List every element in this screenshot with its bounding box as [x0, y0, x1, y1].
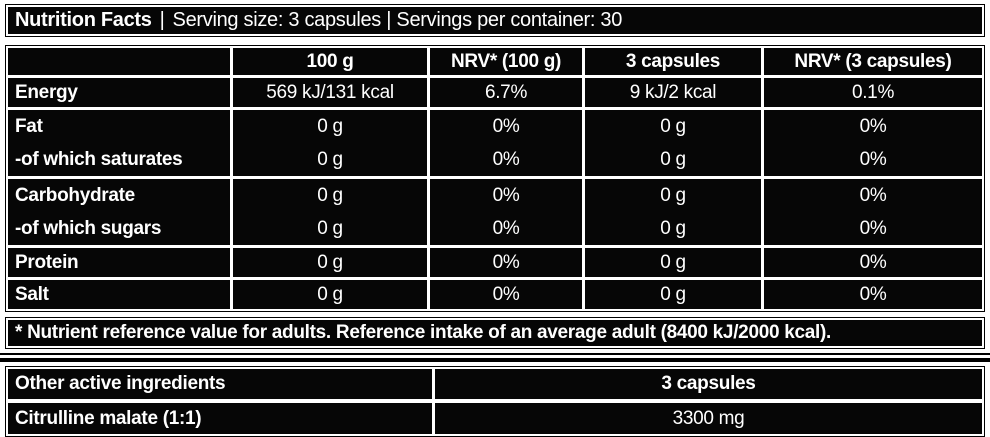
nutrition-value: 0 g — [660, 184, 686, 206]
nutrition-value: 0% — [492, 115, 520, 137]
nutrition-value: 0% — [859, 217, 887, 239]
nutrition-value-cell: 0% 0% — [430, 179, 582, 245]
nutrition-row-label-cell: Fat -of which saturates — [8, 110, 230, 176]
nutrition-value-cell: 0% — [430, 248, 582, 277]
separator-rule-thick — [0, 358, 990, 362]
nutrition-value-cell: 0% — [764, 280, 982, 309]
footnote-section: * Nutrient reference value for adults. R… — [5, 317, 985, 349]
nutrition-value: 6.7% — [484, 81, 528, 103]
nutrition-value-cell: 0 g 0 g — [233, 110, 427, 176]
nutrition-row-label: Energy — [15, 81, 78, 103]
nutrition-value-cell: 0 g — [585, 248, 761, 277]
nutrition-value: 0% — [492, 251, 520, 273]
ingredient-name: Citrulline malate (1:1) — [8, 403, 432, 434]
nutrition-row-label-cell: Energy — [8, 78, 230, 107]
nutrition-value-cell: 0 g — [585, 280, 761, 309]
nutrition-row-label-cell: Protein — [8, 248, 230, 277]
nutrition-row-label: Salt — [15, 283, 49, 305]
nutrition-value-cell: 0% — [764, 248, 982, 277]
header-bar-section: Nutrition Facts | Serving size: 3 capsul… — [5, 4, 985, 37]
nutrition-row-label: Fat — [15, 115, 43, 137]
footnote-text: * Nutrient reference value for adults. R… — [8, 320, 982, 346]
nutrition-value: 0 g — [317, 184, 343, 206]
other-ingredients-grid: Other active ingredients 3 capsules Citr… — [8, 369, 982, 434]
separator-rule-thin — [0, 353, 990, 355]
nutrition-value-cell: 0% 0% — [430, 110, 582, 176]
nutrition-row-label: Protein — [15, 251, 79, 273]
nutrition-value: 0% — [859, 184, 887, 206]
nutrition-value: 9 kJ/2 kcal — [629, 81, 717, 103]
nutrition-value-cell: 0% — [430, 280, 582, 309]
nutrition-row-label-cell: Carbohydrate -of which sugars — [8, 179, 230, 245]
nutrition-value: 0% — [492, 184, 520, 206]
nutrition-value: 0% — [859, 251, 887, 273]
nutrition-value: 0 g — [317, 148, 343, 170]
nutrition-value-cell: 0% 0% — [764, 179, 982, 245]
nutrition-value: 0 g — [660, 283, 686, 305]
nutrition-value: 0% — [492, 148, 520, 170]
nutrition-value-cell: 0.1% — [764, 78, 982, 107]
nutrition-value: 0 g — [660, 115, 686, 137]
nutrition-value: 0 g — [660, 148, 686, 170]
nutrition-value: 0.1% — [851, 81, 895, 103]
nutrition-value-cell: 0 g — [233, 248, 427, 277]
serving-info: Serving size: 3 capsules | Servings per … — [172, 9, 623, 31]
nutrition-table-section: 100 g NRV* (100 g) 3 capsules NRV* (3 ca… — [5, 45, 985, 312]
nutrition-row-label: Carbohydrate — [15, 184, 135, 206]
other-ingredients-header-label: Other active ingredients — [8, 369, 432, 399]
column-header-blank — [8, 48, 230, 75]
header-bar: Nutrition Facts | Serving size: 3 capsul… — [8, 7, 982, 34]
nutrition-row-label: -of which sugars — [15, 217, 162, 239]
column-header-100g: 100 g — [233, 48, 427, 75]
column-header-3-capsules: 3 capsules — [585, 48, 761, 75]
nutrition-value-cell: 569 kJ/131 kcal — [233, 78, 427, 107]
nutrition-value: 0 g — [317, 283, 343, 305]
nutrition-table-grid: 100 g NRV* (100 g) 3 capsules NRV* (3 ca… — [8, 48, 982, 309]
nutrition-value: 0 g — [660, 217, 686, 239]
nutrition-value: 0 g — [317, 217, 343, 239]
nutrition-value-cell: 0 g 0 g — [585, 110, 761, 176]
nutrition-value-cell: 0% 0% — [764, 110, 982, 176]
nutrition-value: 0 g — [660, 251, 686, 273]
header-divider: | — [159, 9, 165, 31]
nutrition-value: 0% — [492, 283, 520, 305]
nutrition-value-cell: 0 g 0 g — [585, 179, 761, 245]
nutrition-value: 0% — [859, 115, 887, 137]
other-ingredients-section: Other active ingredients 3 capsules Citr… — [5, 366, 985, 437]
nutrition-value: 0% — [859, 283, 887, 305]
ingredient-amount: 3300 mg — [435, 403, 982, 434]
nutrition-value: 569 kJ/131 kcal — [266, 81, 394, 103]
label-title: Nutrition Facts — [15, 9, 152, 31]
column-header-nrv-3-capsules: NRV* (3 capsules) — [764, 48, 982, 75]
other-ingredients-header-amount: 3 capsules — [435, 369, 982, 399]
nutrition-value-cell: 6.7% — [430, 78, 582, 107]
nutrition-value: 0 g — [317, 115, 343, 137]
nutrition-value: 0 g — [317, 251, 343, 273]
nutrition-value-cell: 0 g 0 g — [233, 179, 427, 245]
column-header-nrv-100g: NRV* (100 g) — [430, 48, 582, 75]
nutrition-value: 0% — [492, 217, 520, 239]
nutrition-row-label: -of which saturates — [15, 148, 183, 170]
nutrition-row-label-cell: Salt — [8, 280, 230, 309]
nutrition-value-cell: 9 kJ/2 kcal — [585, 78, 761, 107]
nutrition-value: 0% — [859, 148, 887, 170]
nutrition-value-cell: 0 g — [233, 280, 427, 309]
